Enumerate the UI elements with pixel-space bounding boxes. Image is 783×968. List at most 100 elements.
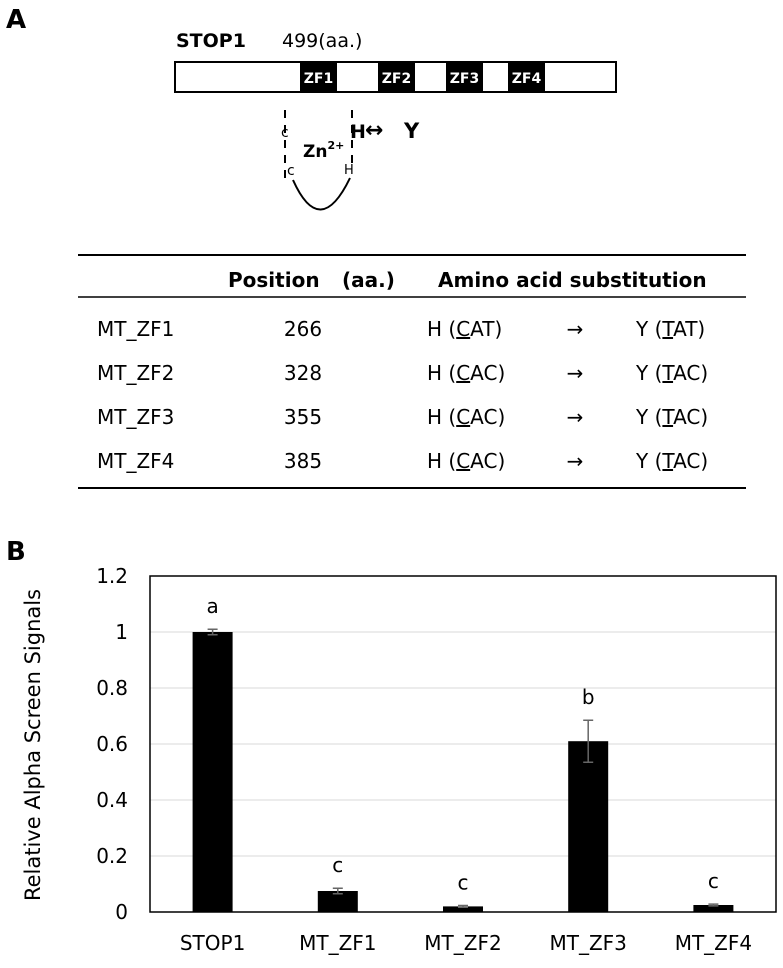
substitution-part: AC): [673, 361, 708, 385]
zinc-finger-label: ZF1: [304, 71, 333, 87]
bar: [443, 906, 483, 912]
significance-letter: b: [582, 685, 595, 709]
substitution-part: AC): [673, 449, 708, 473]
substitution-part: C: [456, 317, 470, 341]
row-arrow: →: [567, 449, 584, 473]
y-tick-label: 0: [115, 900, 128, 924]
substitution-part: Y (: [635, 449, 662, 473]
table-body: MT_ZF1 266 H (CAT) Y (TAT)→MT_ZF2 328 H (CAC)…: [97, 317, 708, 473]
error-bar: [708, 903, 719, 907]
row-name: MT_ZF4: [97, 449, 174, 473]
significance-letter: c: [708, 869, 719, 893]
substitution: Y (TAT): [635, 317, 705, 341]
zinc-finger: [446, 63, 483, 91]
zinc-finger: [300, 63, 337, 91]
panel-label: A: [6, 5, 26, 35]
y-tick-label: 1: [115, 620, 128, 644]
substitution-part: AC): [470, 449, 505, 473]
table-header: Amino acid substitution: [438, 268, 707, 292]
loop: [292, 177, 351, 211]
substitution: Y (TAC): [635, 361, 708, 385]
substitution-part: T: [661, 317, 675, 341]
substitution: Y (TAC): [635, 449, 708, 473]
protein-length: 499(aa.): [282, 30, 362, 52]
table-header: (aa.): [342, 268, 395, 292]
error-bar: [458, 904, 468, 908]
substitution-part: Y (: [635, 317, 662, 341]
row-position: 355: [284, 405, 322, 429]
x-tick-label: STOP1: [180, 931, 245, 955]
substitution-part: T: [661, 361, 675, 385]
residue: H: [344, 163, 354, 178]
substitution: H (CAT): [427, 317, 502, 341]
substitution: Y (TAC): [635, 405, 708, 429]
row-name: MT_ZF1: [97, 317, 174, 341]
chart: 0 0.2 0.4 0.6 0.8 1 1.2 STOP1 a MT_ZF1 c MT_ZF2 c MT_…: [96, 564, 777, 955]
substitution-part: C: [456, 449, 470, 473]
error-bar: [332, 887, 343, 895]
x-tick-label: MT_ZF4: [675, 931, 752, 955]
residue: Y: [403, 119, 420, 143]
row-name: MT_ZF3: [97, 405, 174, 429]
residue: c: [287, 163, 295, 179]
substitution-part: H (: [427, 317, 456, 341]
bar: [317, 891, 358, 912]
y-tick-label: 0.2: [96, 844, 128, 868]
row-arrow: →: [567, 317, 584, 341]
bar: [568, 741, 609, 912]
significance-letter: c: [332, 853, 343, 877]
row-position: 266: [284, 317, 322, 341]
substitution-part: C: [456, 361, 470, 385]
substitution-part: AT): [470, 317, 502, 341]
significance-letter: a: [206, 594, 218, 618]
zinc-finger: [378, 63, 415, 91]
row-arrow: →: [567, 361, 584, 385]
substitution-part: T: [661, 449, 675, 473]
residue: c: [281, 125, 289, 141]
zinc-finger-label: ZF2: [382, 71, 411, 87]
substitution: H (CAC): [427, 361, 505, 385]
row-arrow: →: [567, 405, 584, 429]
panel-label: B: [6, 537, 26, 567]
substitution: H (CAC): [427, 405, 505, 429]
bar: [192, 632, 233, 912]
zinc-finger-label: ZF3: [450, 71, 479, 87]
substitution-part: Y (: [635, 405, 662, 429]
substitution-part: C: [456, 405, 470, 429]
substitution-part: H (: [427, 405, 456, 429]
y-tick-label: 0.6: [96, 732, 128, 756]
error-bar: [207, 628, 218, 636]
y-tick-label: 0.8: [96, 676, 128, 700]
arrow: ↔: [365, 118, 383, 143]
y-tick-label: 0.4: [96, 788, 128, 812]
row-position: 328: [284, 361, 322, 385]
substitution-part: H (: [427, 449, 456, 473]
substitution-part: H (: [427, 361, 456, 385]
y-tick-label: 1.2: [96, 564, 128, 588]
residue: H: [350, 121, 366, 143]
bar: [693, 905, 734, 912]
y-axis-label: Relative Alpha Screen Signals: [21, 589, 45, 901]
substitution-part: AT): [673, 317, 705, 341]
protein-name: STOP1: [176, 30, 246, 52]
substitution-part: AC): [673, 405, 708, 429]
error-bar: [583, 719, 594, 763]
row-name: MT_ZF2: [97, 361, 174, 385]
x-tick-label: MT_ZF3: [549, 931, 626, 955]
table-header: Position: [228, 268, 320, 292]
zinc-finger-label: ZF4: [512, 71, 542, 87]
zinc-charge: 2+: [327, 139, 344, 152]
zinc: Zn2+: [303, 139, 344, 162]
x-tick-label: MT_ZF1: [299, 931, 376, 955]
row-position: 385: [284, 449, 322, 473]
substitution-part: T: [661, 405, 675, 429]
substitution-part: AC): [470, 405, 505, 429]
substitution-part: AC): [470, 361, 505, 385]
substitution: H (CAC): [427, 449, 505, 473]
zinc-finger: [508, 63, 545, 91]
zinc-text: Zn: [303, 142, 327, 162]
significance-letter: c: [458, 871, 469, 895]
substitution-part: Y (: [635, 361, 662, 385]
x-tick-label: MT_ZF2: [424, 931, 501, 955]
